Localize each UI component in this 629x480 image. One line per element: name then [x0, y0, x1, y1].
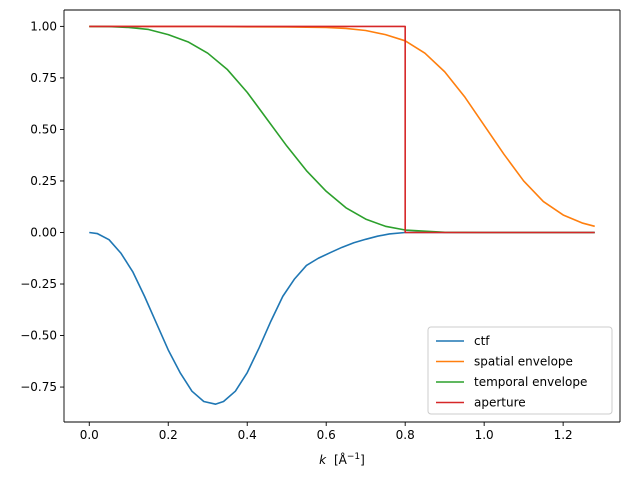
y-tick-label: 0.50 — [30, 122, 57, 136]
x-axis-label: k [Å−1] — [319, 452, 365, 467]
y-tick-label: 1.00 — [30, 19, 57, 33]
legend-box — [427, 326, 613, 415]
legend-label: aperture — [474, 396, 526, 410]
legend-label: ctf — [474, 334, 490, 348]
y-tick-label: −0.75 — [20, 380, 57, 394]
y-tick-label: 0.00 — [30, 225, 57, 239]
y-tick-label: −0.50 — [20, 329, 57, 343]
x-axis-label-var: k — [319, 453, 327, 467]
x-ticks: 0.0 0.2 0.4 0.6 0.8 1.0 1.2 — [80, 422, 573, 442]
y-tick-label: −0.25 — [20, 277, 57, 291]
series-line-aperture — [89, 25, 595, 234]
x-tick-label: 0.2 — [159, 428, 178, 442]
axes-frame — [63, 9, 621, 423]
y-tick-label: 0.25 — [30, 174, 57, 188]
x-tick-label: 1.2 — [554, 428, 573, 442]
x-axis-label-unit: [Å — [334, 452, 348, 467]
x-tick-label: 1.0 — [475, 428, 494, 442]
x-tick-label: 0.6 — [317, 428, 336, 442]
x-axis-label-close: ] — [360, 453, 365, 467]
legend-label: temporal envelope — [474, 375, 587, 389]
y-ticks: −0.75 −0.50 −0.25 0.00 0.25 0.50 0.75 1.00 — [20, 19, 64, 394]
x-tick-label: 0.4 — [238, 428, 257, 442]
legend: ctf spatial envelope temporal envelope aper… — [427, 326, 613, 415]
legend-label: spatial envelope — [474, 355, 573, 369]
x-tick-label: 0.0 — [80, 428, 99, 442]
x-tick-label: 0.8 — [396, 428, 415, 442]
series-layer — [89, 25, 595, 405]
y-tick-label: 0.75 — [30, 71, 57, 85]
x-axis-label-exp: −1 — [347, 452, 360, 462]
